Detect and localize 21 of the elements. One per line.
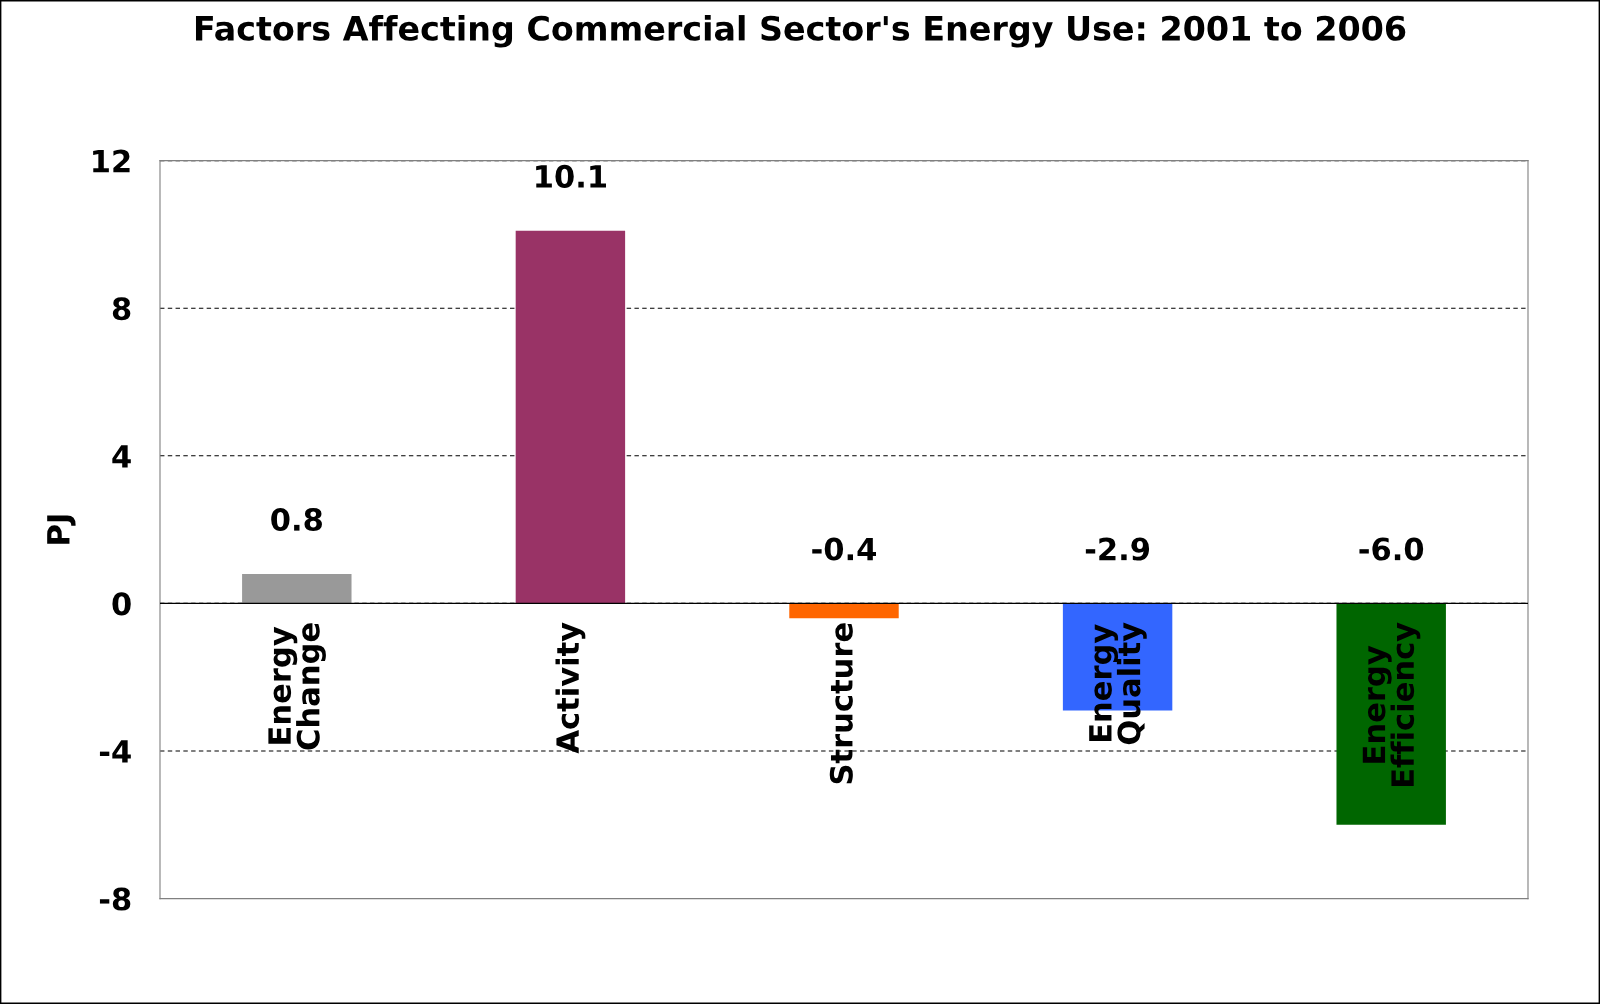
data-label: 0.8 [271,507,322,532]
data-label: -0.4 [812,537,876,561]
data-label: -6.0 [1359,537,1424,561]
x-tick-label: Energy Change [268,623,326,750]
bar [515,230,626,604]
y-tick-label: 0 [112,592,131,616]
data-label: 10.1 [536,164,606,188]
y-tick-label: 8 [112,297,131,321]
y-tick-label: -4 [99,740,131,763]
y-tick-label: -8 [99,887,131,911]
bar [789,603,899,619]
y-axis-title: PJ [47,515,76,544]
x-tick-label: Activity [555,622,586,754]
y-tick-label: 4 [112,445,131,468]
x-tick-label: Energy Efficiency [1362,622,1421,787]
y-tick-label: 12 [93,149,130,173]
x-tick-label: Energy Quality [1089,622,1147,745]
bar [242,573,352,604]
chart-title: Factors Affecting Commercial Sector's Energy Use: 2001 to 2006 [195,15,1406,48]
data-label: -2.9 [1085,537,1150,561]
x-tick-label: Structure [829,623,853,784]
